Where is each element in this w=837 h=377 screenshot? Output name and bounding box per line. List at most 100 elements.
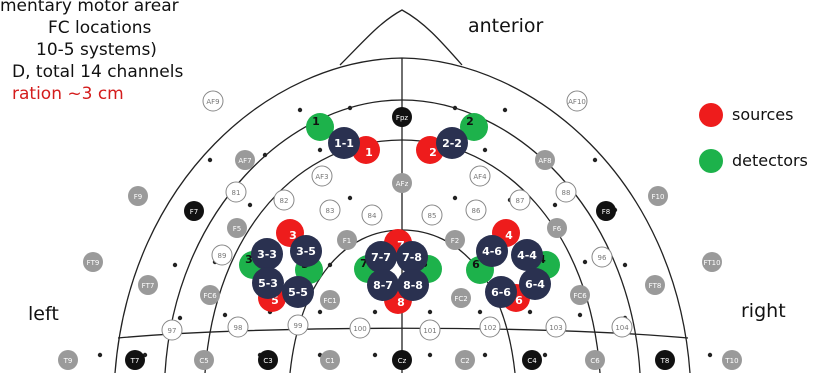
electrode-afz: AFz <box>392 173 412 193</box>
electrode-100: 100 <box>349 317 371 339</box>
electrode-label: 87 <box>516 197 525 205</box>
grid-dot <box>297 107 303 113</box>
electrode-label: C6 <box>590 357 600 365</box>
grid-dot <box>207 157 213 163</box>
electrode-label: T7 <box>130 357 140 365</box>
electrode-label: AF7 <box>238 157 251 165</box>
electrode-label: F8 <box>602 208 610 216</box>
electrode-af9: AF9 <box>202 90 224 112</box>
channel-6-4: 6-4 <box>519 268 551 300</box>
channel-8-7: 8-7 <box>367 269 399 301</box>
channel-7-8: 7-8 <box>396 241 428 273</box>
electrode-97: 97 <box>161 319 183 341</box>
electrode-81: 81 <box>225 181 247 203</box>
grid-dot <box>482 147 488 153</box>
channel-3-5: 3-5 <box>290 235 322 267</box>
electrode-f9: F9 <box>128 186 148 206</box>
grid-dot <box>372 352 378 358</box>
electrode-82: 82 <box>273 189 295 211</box>
electrode-label: Cz <box>398 357 407 365</box>
grid-dot <box>592 157 598 163</box>
channel-1-1: 1-1 <box>328 127 360 159</box>
electrode-c2: C2 <box>455 350 475 370</box>
electrode-label: 101 <box>423 327 436 335</box>
electrode-fc6: FC6 <box>200 285 220 305</box>
electrode-label: FT7 <box>142 282 155 290</box>
optode-number: 5 <box>271 294 279 307</box>
electrode-label: AF3 <box>315 173 328 181</box>
grid-dot <box>622 262 628 268</box>
grid-dot <box>347 105 353 111</box>
channel-5-3: 5-3 <box>252 267 284 299</box>
electrode-c3: C3 <box>258 350 278 370</box>
grid-dot <box>372 309 378 315</box>
electrode-label: C5 <box>199 357 208 365</box>
electrode-af8: AF8 <box>535 150 555 170</box>
electrode-label: F2 <box>451 237 459 245</box>
electrode-label: 99 <box>294 322 303 330</box>
electrode-label: FC1 <box>323 297 336 305</box>
channel-7-7: 7-7 <box>365 241 397 273</box>
channel-label: 3-3 <box>257 248 277 261</box>
electrode-cz: Cz <box>392 350 412 370</box>
grid-dot <box>222 312 228 318</box>
channel-2-2: 2-2 <box>436 127 468 159</box>
grid-dot <box>177 315 183 321</box>
channel-8-8: 8-8 <box>397 269 429 301</box>
electrode-label: 98 <box>234 324 243 332</box>
electrode-c1: C1 <box>320 350 340 370</box>
detector-d1: 1 <box>306 113 334 141</box>
nose-outline <box>339 9 463 66</box>
grid-dot <box>542 352 548 358</box>
electrode-label: 97 <box>168 327 177 335</box>
electrode-af4: AF4 <box>469 165 491 187</box>
grid-dot <box>97 352 103 358</box>
electrode-96: 96 <box>591 246 613 268</box>
optode-number: 6 <box>515 294 523 307</box>
electrode-f2: F2 <box>445 230 465 250</box>
electrode-label: F5 <box>233 225 241 233</box>
grid-dot <box>327 262 333 268</box>
electrode-99: 99 <box>287 314 309 336</box>
electrode-t8: T8 <box>655 350 675 370</box>
caption-line-3: 10-5 systems) <box>36 40 157 60</box>
grid-dot <box>527 309 533 315</box>
electrode-f1: F1 <box>337 230 357 250</box>
electrode-label: C3 <box>263 357 272 365</box>
grid-dot <box>427 352 433 358</box>
channel-label: 6-4 <box>525 278 545 291</box>
electrode-fc1: FC1 <box>320 290 340 310</box>
electrode-88: 88 <box>555 181 577 203</box>
electrode-label: FT10 <box>703 259 720 267</box>
caption-line-2: FC locations <box>48 18 152 38</box>
electrode-fc6: FC6 <box>570 285 590 305</box>
electrode-f8: F8 <box>596 201 616 221</box>
electrode-102: 102 <box>479 316 501 338</box>
electrode-85: 85 <box>421 204 443 226</box>
electrode-label: 85 <box>428 212 437 220</box>
optode-number: 8 <box>397 296 405 309</box>
electrode-label: 86 <box>472 207 481 215</box>
optode-number: 3 <box>245 253 253 266</box>
electrode-t9: T9 <box>58 350 78 370</box>
electrode-103: 103 <box>545 316 567 338</box>
electrode-fc2: FC2 <box>451 288 471 308</box>
left-label: left <box>28 303 59 325</box>
legend <box>699 103 723 173</box>
channel-label: 4-4 <box>517 249 537 262</box>
legend-detectors-label: detectors <box>732 151 808 170</box>
electrode-label: AF10 <box>568 98 586 106</box>
electrode-83: 83 <box>319 199 341 221</box>
electrode-label: FT9 <box>87 259 100 267</box>
electrode-label: FC6 <box>203 292 217 300</box>
optode-number: 4 <box>505 229 513 242</box>
detector-d2: 2 <box>460 113 488 141</box>
legend-sources-label: sources <box>732 105 794 124</box>
legend-detector-swatch <box>699 149 723 173</box>
grid-dot <box>577 312 583 318</box>
channel-4-4: 4-4 <box>511 239 543 271</box>
anterior-label: anterior <box>468 15 544 37</box>
electrode-t10: T10 <box>722 350 742 370</box>
